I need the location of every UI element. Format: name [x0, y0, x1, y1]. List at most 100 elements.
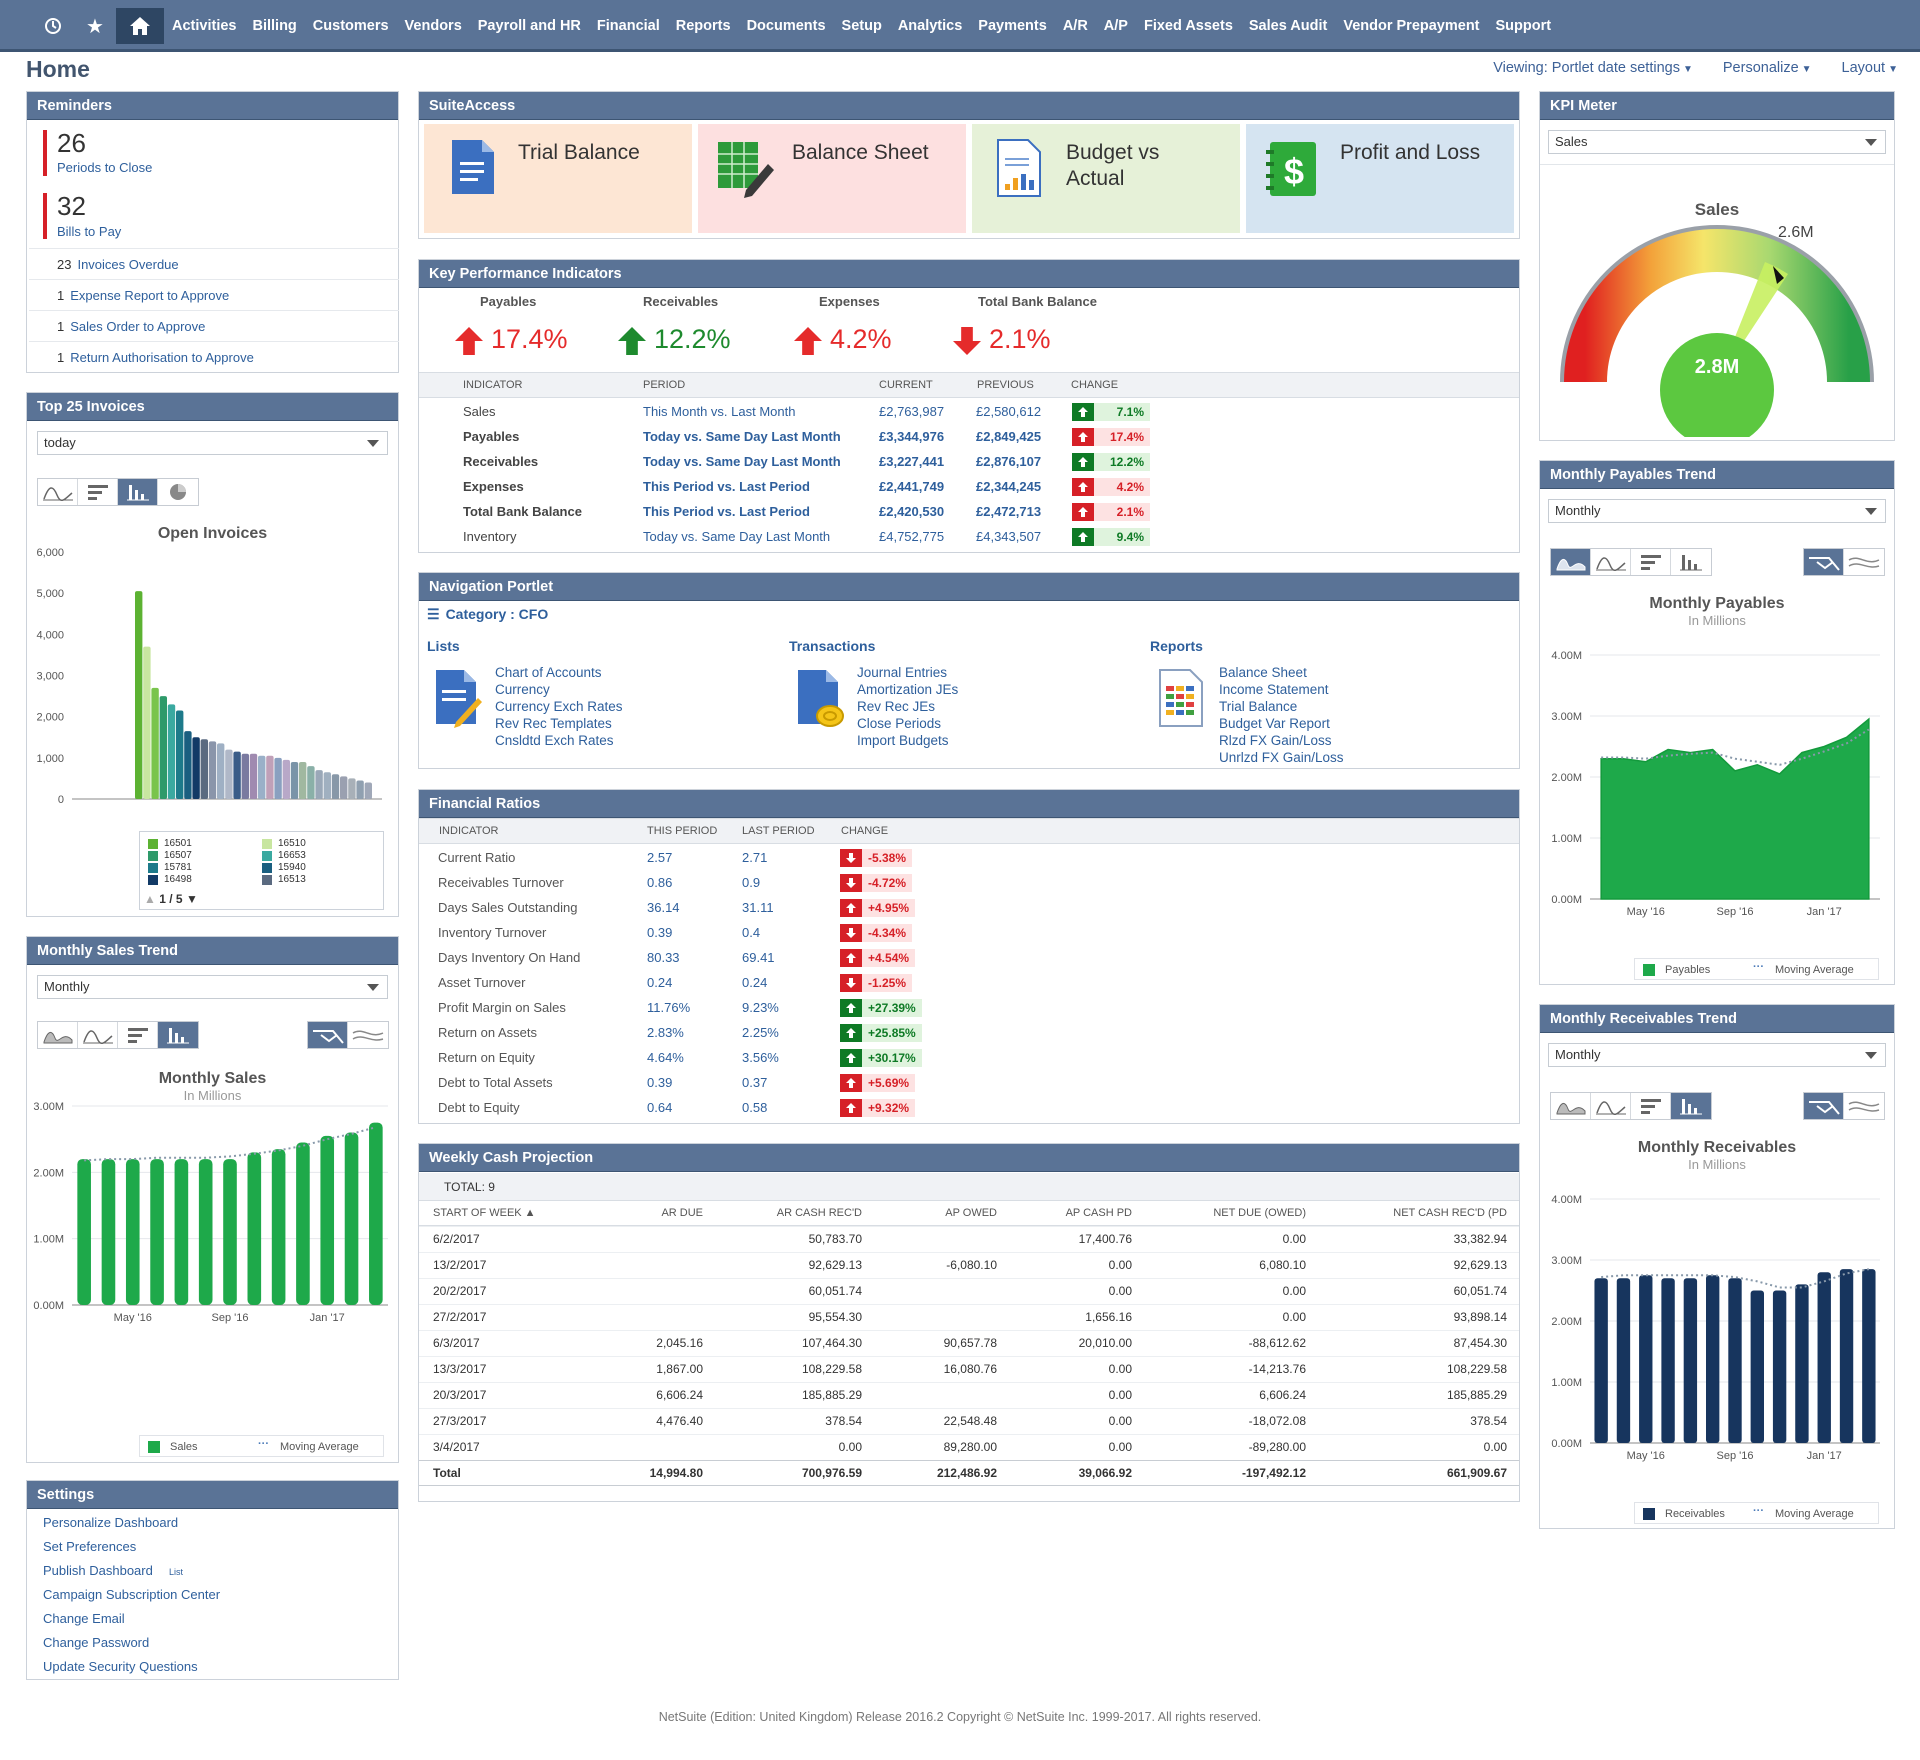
line-chart-icon[interactable] — [78, 1022, 118, 1048]
reminder-count[interactable]: 26 — [57, 128, 86, 158]
nav-link[interactable]: Chart of Accounts — [495, 665, 602, 680]
sales-bar[interactable] — [247, 1152, 262, 1305]
receivables-bar[interactable] — [1817, 1272, 1831, 1443]
receivables-period-select[interactable]: Monthly — [1548, 1043, 1886, 1067]
invoice-bar[interactable] — [348, 778, 356, 799]
horizontal-bar-icon[interactable] — [1631, 549, 1671, 575]
weekly-col-header[interactable]: NET DUE (OWED) — [1213, 1207, 1306, 1219]
weekly-row[interactable] — [419, 1226, 1519, 1252]
nav-item[interactable]: Setup — [841, 18, 882, 34]
kpi-period-link[interactable]: This Period vs. Last Period — [643, 504, 810, 519]
nav-link[interactable]: Currency Exch Rates — [495, 699, 623, 714]
sales-bar[interactable] — [150, 1159, 164, 1305]
weekly-row[interactable] — [419, 1278, 1519, 1304]
balance-sheet-tile[interactable]: Balance Sheet — [698, 124, 966, 233]
sales-bar[interactable] — [296, 1142, 310, 1305]
ratio-col-header[interactable]: THIS PERIOD — [647, 825, 718, 837]
nav-link[interactable]: Import Budgets — [857, 733, 949, 748]
nav-item[interactable]: Vendor Prepayment — [1343, 18, 1480, 34]
legend-label[interactable]: 16510 — [278, 838, 306, 849]
personalize-dropdown[interactable]: Personalize ▼ — [1723, 60, 1812, 76]
profit-and-loss-tile[interactable]: $ Profit and Loss — [1246, 124, 1514, 233]
sales-bar[interactable] — [344, 1132, 359, 1305]
line-chart-icon[interactable] — [1591, 1093, 1631, 1119]
nav-link[interactable]: Trial Balance — [1219, 699, 1298, 714]
nav-item[interactable]: Customers — [312, 18, 389, 34]
pager-up-icon[interactable]: ▲ — [144, 892, 156, 906]
weekly-row[interactable] — [419, 1408, 1519, 1434]
area-chart-icon[interactable] — [1551, 549, 1591, 575]
weekly-col-header[interactable]: AP CASH PD — [1065, 1207, 1132, 1219]
sales-bar[interactable] — [174, 1159, 189, 1305]
receivables-bar[interactable] — [1839, 1269, 1854, 1443]
kpi-col-header[interactable]: PREVIOUS — [977, 379, 1034, 391]
nav-item[interactable]: Reports — [675, 18, 731, 34]
weekly-row[interactable] — [419, 1382, 1519, 1408]
weekly-col-header[interactable]: AP OWED — [945, 1207, 997, 1219]
invoice-bar[interactable] — [184, 731, 192, 799]
sales-bar[interactable] — [369, 1122, 383, 1305]
publish-list-tag[interactable]: List — [169, 1567, 184, 1577]
invoice-bar[interactable] — [143, 646, 151, 799]
nav-item[interactable]: Documents — [746, 18, 826, 34]
trendline-off-icon[interactable] — [1844, 1093, 1884, 1119]
kpi-col-header[interactable]: CHANGE — [1071, 379, 1119, 391]
invoice-bar[interactable] — [274, 757, 282, 799]
invoices-period-select[interactable]: today — [37, 431, 388, 455]
weekly-col-header[interactable]: START OF WEEK ▲ — [433, 1207, 536, 1219]
receivables-bar[interactable] — [1750, 1290, 1764, 1444]
trendline-off-icon[interactable] — [1844, 549, 1884, 575]
settings-link[interactable]: Change Email — [43, 1611, 125, 1626]
nav-link[interactable]: Budget Var Report — [1219, 716, 1330, 731]
kpi-period-link[interactable]: This Period vs. Last Period — [643, 479, 810, 494]
nav-link[interactable]: Unrlzd FX Gain/Loss — [1219, 750, 1344, 765]
horizontal-bar-icon[interactable] — [1631, 1093, 1671, 1119]
weekly-row[interactable] — [419, 1304, 1519, 1330]
nav-link[interactable]: Close Periods — [857, 716, 942, 731]
pie-chart-icon[interactable] — [158, 479, 198, 505]
legend-label[interactable]: 15781 — [164, 862, 192, 873]
invoice-bar[interactable] — [233, 751, 241, 799]
layout-dropdown[interactable]: Layout ▼ — [1842, 60, 1898, 76]
nav-link[interactable]: Currency — [495, 682, 550, 697]
area-chart-icon[interactable] — [38, 1022, 78, 1048]
weekly-col-header[interactable]: NET CASH REC'D (PD — [1393, 1207, 1507, 1219]
sales-bar[interactable] — [271, 1149, 286, 1305]
horizontal-bar-icon[interactable] — [118, 1022, 158, 1048]
weekly-col-header[interactable]: AR DUE — [661, 1207, 703, 1219]
nav-item[interactable]: Vendors — [404, 18, 462, 34]
reminder-row[interactable]: 1 Expense Report to Approve — [29, 279, 399, 310]
receivables-bar[interactable] — [1706, 1275, 1720, 1443]
receivables-bar[interactable] — [1661, 1278, 1675, 1443]
trial-balance-tile[interactable]: Trial Balance — [424, 124, 692, 233]
trendline-on-icon[interactable] — [1804, 1093, 1844, 1119]
ratio-col-header[interactable]: CHANGE — [841, 825, 889, 837]
invoice-bar[interactable] — [307, 766, 315, 799]
nav-link[interactable]: Rev Rec JEs — [857, 699, 936, 714]
invoice-bar[interactable] — [135, 591, 143, 799]
weekly-row[interactable] — [419, 1252, 1519, 1278]
nav-item[interactable]: A/P — [1103, 18, 1128, 34]
invoice-bar[interactable] — [192, 737, 200, 799]
recent-icon[interactable] — [32, 8, 74, 44]
viewing-dropdown[interactable]: Viewing: Portlet date settings ▼ — [1493, 60, 1693, 76]
category-label[interactable]: ☰ Category : CFO — [427, 606, 548, 623]
sales-bar[interactable] — [223, 1159, 237, 1305]
pager-down-icon[interactable]: ▼ — [185, 892, 198, 906]
invoice-bar[interactable] — [282, 759, 290, 799]
invoice-bar[interactable] — [331, 774, 340, 799]
settings-link[interactable]: Change Password — [43, 1635, 150, 1650]
nav-item[interactable]: Analytics — [897, 18, 963, 34]
sales-bar[interactable] — [101, 1159, 116, 1305]
payables-area[interactable] — [1600, 717, 1870, 900]
kpi-period-link[interactable]: Today vs. Same Day Last Month — [643, 529, 831, 544]
kpi-col-header[interactable]: PERIOD — [643, 379, 686, 391]
receivables-bar[interactable] — [1594, 1278, 1608, 1443]
reminder-count[interactable]: 32 — [57, 191, 86, 221]
invoice-bar[interactable] — [200, 739, 208, 799]
kpi-period-link[interactable]: Today vs. Same Day Last Month — [643, 454, 841, 469]
nav-item[interactable]: Billing — [252, 18, 297, 34]
reminder-label[interactable]: Periods to Close — [57, 160, 153, 175]
column-chart-icon[interactable] — [1671, 549, 1711, 575]
nav-link[interactable]: Cnsldtd Exch Rates — [495, 733, 614, 748]
